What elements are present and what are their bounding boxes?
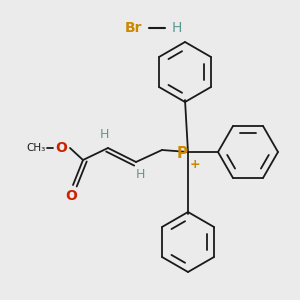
Text: CH₃: CH₃ (26, 143, 46, 153)
Text: +: + (190, 158, 200, 170)
Text: O: O (55, 141, 67, 155)
Text: Br: Br (124, 21, 142, 35)
Text: P: P (176, 146, 188, 161)
Text: O: O (65, 189, 77, 203)
Text: H: H (99, 128, 109, 142)
Text: H: H (135, 169, 145, 182)
Text: H: H (172, 21, 182, 35)
